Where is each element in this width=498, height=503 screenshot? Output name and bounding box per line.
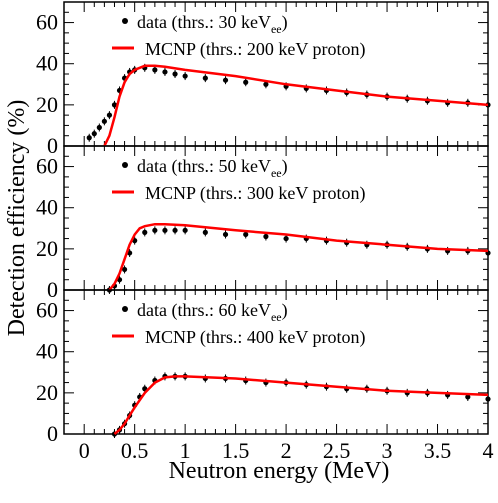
y-tick-label: 20 [36,236,58,261]
data-point [86,135,92,141]
y-tick-label: 60 [36,154,58,179]
data-point [182,73,188,79]
x-tick-label: 4 [483,438,494,463]
x-tick-label: 1 [180,438,191,463]
data-point [263,233,269,240]
y-tick-label: 0 [47,277,58,302]
mcnp-curve [108,222,489,291]
data-point [172,71,178,77]
data-point [91,131,97,137]
legend-mcnp-label: MCNP (thrs.: 200 keV proton) [145,39,366,60]
legend-data-label: data (thrs.: 50 keVee) [137,156,288,180]
panel-top: 0 20 40 60 data (thrs.: 30 keVee) MCNP (thrs.… [36,1,491,158]
legend-data-marker [122,18,128,24]
panel-middle: 0 20 40 60 data (thrs.: 50 keVee) MCNP (thrs.… [36,145,491,302]
data-point [96,124,102,131]
data-point [152,227,158,233]
data-point [152,67,158,73]
x-tick-label: 1.5 [222,438,250,463]
legend-data-label: data (thrs.: 30 keVee) [137,12,288,36]
x-tick-label: 3 [382,438,393,463]
data-point [222,231,229,238]
data-point [243,79,249,85]
data-point [111,102,118,108]
legend-data-marker [122,162,128,168]
data-point [142,229,148,235]
x-tick-label: 3.5 [424,438,452,463]
y-tick-label: 40 [36,339,58,364]
legend: data (thrs.: 60 keVee) MCNP (thrs.: 400 k… [112,300,366,348]
data-point [106,112,113,118]
data-point [162,227,168,233]
panel-bottom: 0 20 40 60 0 0.5 1 1.5 2 2.5 3 3.5 4 data (thrs.: 60 … [36,289,494,463]
legend: data (thrs.: 50 keVee) MCNP (thrs.: 300 k… [112,156,366,204]
y-tick-label: 20 [36,92,58,117]
data-point [263,81,269,87]
legend-data-marker [122,306,128,312]
legend-mcnp-label: MCNP (thrs.: 400 keV proton) [145,327,366,348]
y-tick-label: 60 [36,10,58,35]
y-tick-label: 0 [47,421,58,446]
data-point [172,227,178,233]
y-tick-label: 20 [36,380,58,405]
x-axis-title: Neutron energy (MeV) [169,458,390,484]
data-point [101,118,107,124]
mcnp-curve [113,375,489,435]
y-tick-label: 60 [36,298,58,323]
y-tick-label: 0 [47,133,58,158]
legend-mcnp-label: MCNP (thrs.: 300 keV proton) [145,183,366,204]
data-point [222,77,229,83]
data-point [243,231,249,238]
y-tick-label: 40 [36,195,58,220]
x-tick-label: 0 [79,438,90,463]
data-point [121,266,128,273]
data-point [162,69,168,75]
data-point [202,75,208,81]
data-point [283,235,289,242]
x-tick-label: 2.5 [323,438,351,463]
y-axis-title: Detection efficiency (%) [4,100,30,337]
legend: data (thrs.: 30 keVee) MCNP (thrs.: 200 k… [112,12,366,60]
mcnp-curve [103,64,489,147]
x-tick-label: 0.5 [121,438,149,463]
x-tick-label: 2 [281,438,292,463]
legend-data-label: data (thrs.: 60 keVee) [137,300,288,324]
data-point [485,396,491,402]
data-point [202,229,208,235]
data-point [465,394,471,400]
y-tick-label: 40 [36,51,58,76]
data-point [182,227,188,233]
